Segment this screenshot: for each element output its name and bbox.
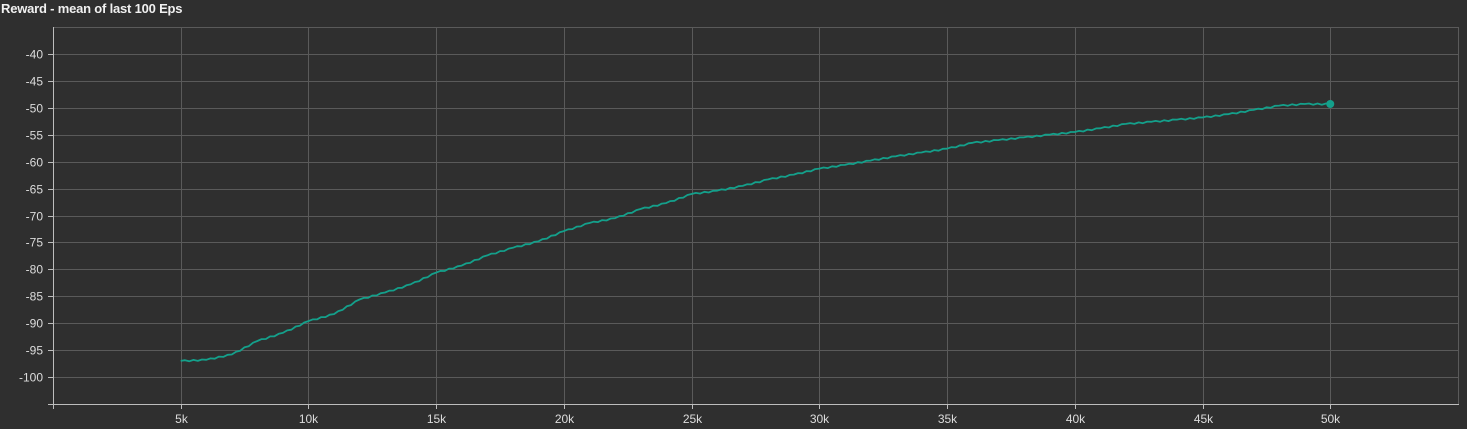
x-tick-label: 45k [1194,412,1214,426]
y-tick-label: -60 [26,156,44,170]
reward-series-line [180,102,1331,363]
y-tick-label: -65 [26,183,44,197]
grid-lines [53,27,1459,404]
series-layer [180,100,1335,363]
x-tick-label: 50k [1321,412,1341,426]
x-tick-label: 10k [299,412,319,426]
x-tick-label: 5k [175,412,189,426]
chart-title: Reward - mean of last 100 Eps [1,1,183,16]
y-tick-label: -75 [26,236,44,250]
x-tick-label: 15k [427,412,447,426]
y-tick-label: -40 [26,48,44,62]
tick-labels: -40 -45 -50 -55 -60 -65 -70 -75 -80 -85 -90 -95 -100… [19,48,1341,427]
y-tick-label: -55 [26,129,44,143]
y-tick-label: -90 [26,317,44,331]
y-tick-label: -70 [26,210,44,224]
y-tick-label: -85 [26,290,44,304]
axes [48,27,1459,409]
x-tick-label: 25k [683,412,703,426]
y-tick-label: -100 [19,371,43,385]
y-tick-label: -95 [26,344,44,358]
x-tick-label: 35k [938,412,958,426]
y-tick-label: -45 [26,75,44,89]
y-tick-label: -80 [26,263,44,277]
x-tick-label: 30k [810,412,830,426]
y-tick-label: -50 [26,102,44,116]
x-tick-label: 20k [555,412,575,426]
last-point-marker[interactable] [1326,100,1335,109]
x-tick-label: 40k [1066,412,1086,426]
